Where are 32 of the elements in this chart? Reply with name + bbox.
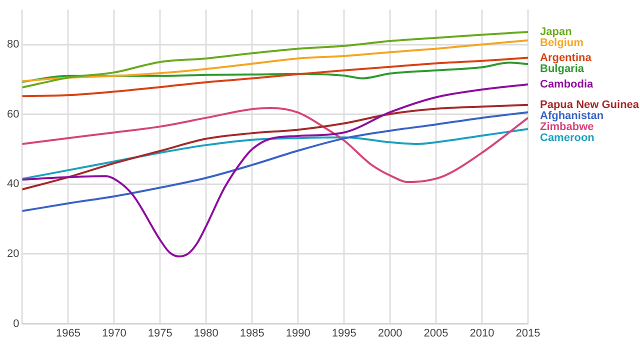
x-tick-label: 1965	[56, 327, 80, 340]
x-tick-label: 2000	[378, 327, 402, 340]
line-series	[22, 39, 528, 82]
series-label: Japan	[540, 26, 572, 38]
x-tick-label: 1995	[332, 327, 356, 340]
series-label: Afghanistan	[540, 110, 604, 122]
x-tick-label: 2010	[470, 327, 494, 340]
line-series	[22, 62, 528, 83]
x-tick-label: 1990	[286, 327, 310, 340]
x-tick-label: 1980	[194, 327, 218, 340]
x-tick-label: 2015	[516, 327, 540, 340]
series-label: Zimbabwe	[540, 120, 594, 133]
series-label: Cameroon	[540, 132, 595, 144]
series-label: Cambodia	[540, 78, 594, 90]
x-tick-label: 2005	[424, 327, 448, 340]
series-label: Argentina	[540, 52, 592, 64]
y-tick-label: 80	[6, 38, 20, 51]
x-tick-label: 1985	[240, 327, 264, 340]
line-series	[22, 56, 528, 98]
y-tick-label: 40	[6, 178, 20, 190]
series-label: Papua New Guinea	[540, 98, 640, 111]
series-label: Belgium	[540, 36, 584, 49]
line-series	[22, 30, 528, 88]
y-tick-label: 0	[13, 318, 20, 330]
line-series	[22, 128, 528, 180]
y-tick-label: 60	[6, 108, 20, 120]
line-series	[22, 111, 528, 212]
x-tick-label: 1970	[102, 327, 126, 340]
series-label: Bulgaria	[540, 62, 585, 75]
line-series	[22, 83, 528, 258]
x-tick-label: 1975	[148, 327, 172, 340]
y-tick-label: 20	[6, 248, 20, 260]
